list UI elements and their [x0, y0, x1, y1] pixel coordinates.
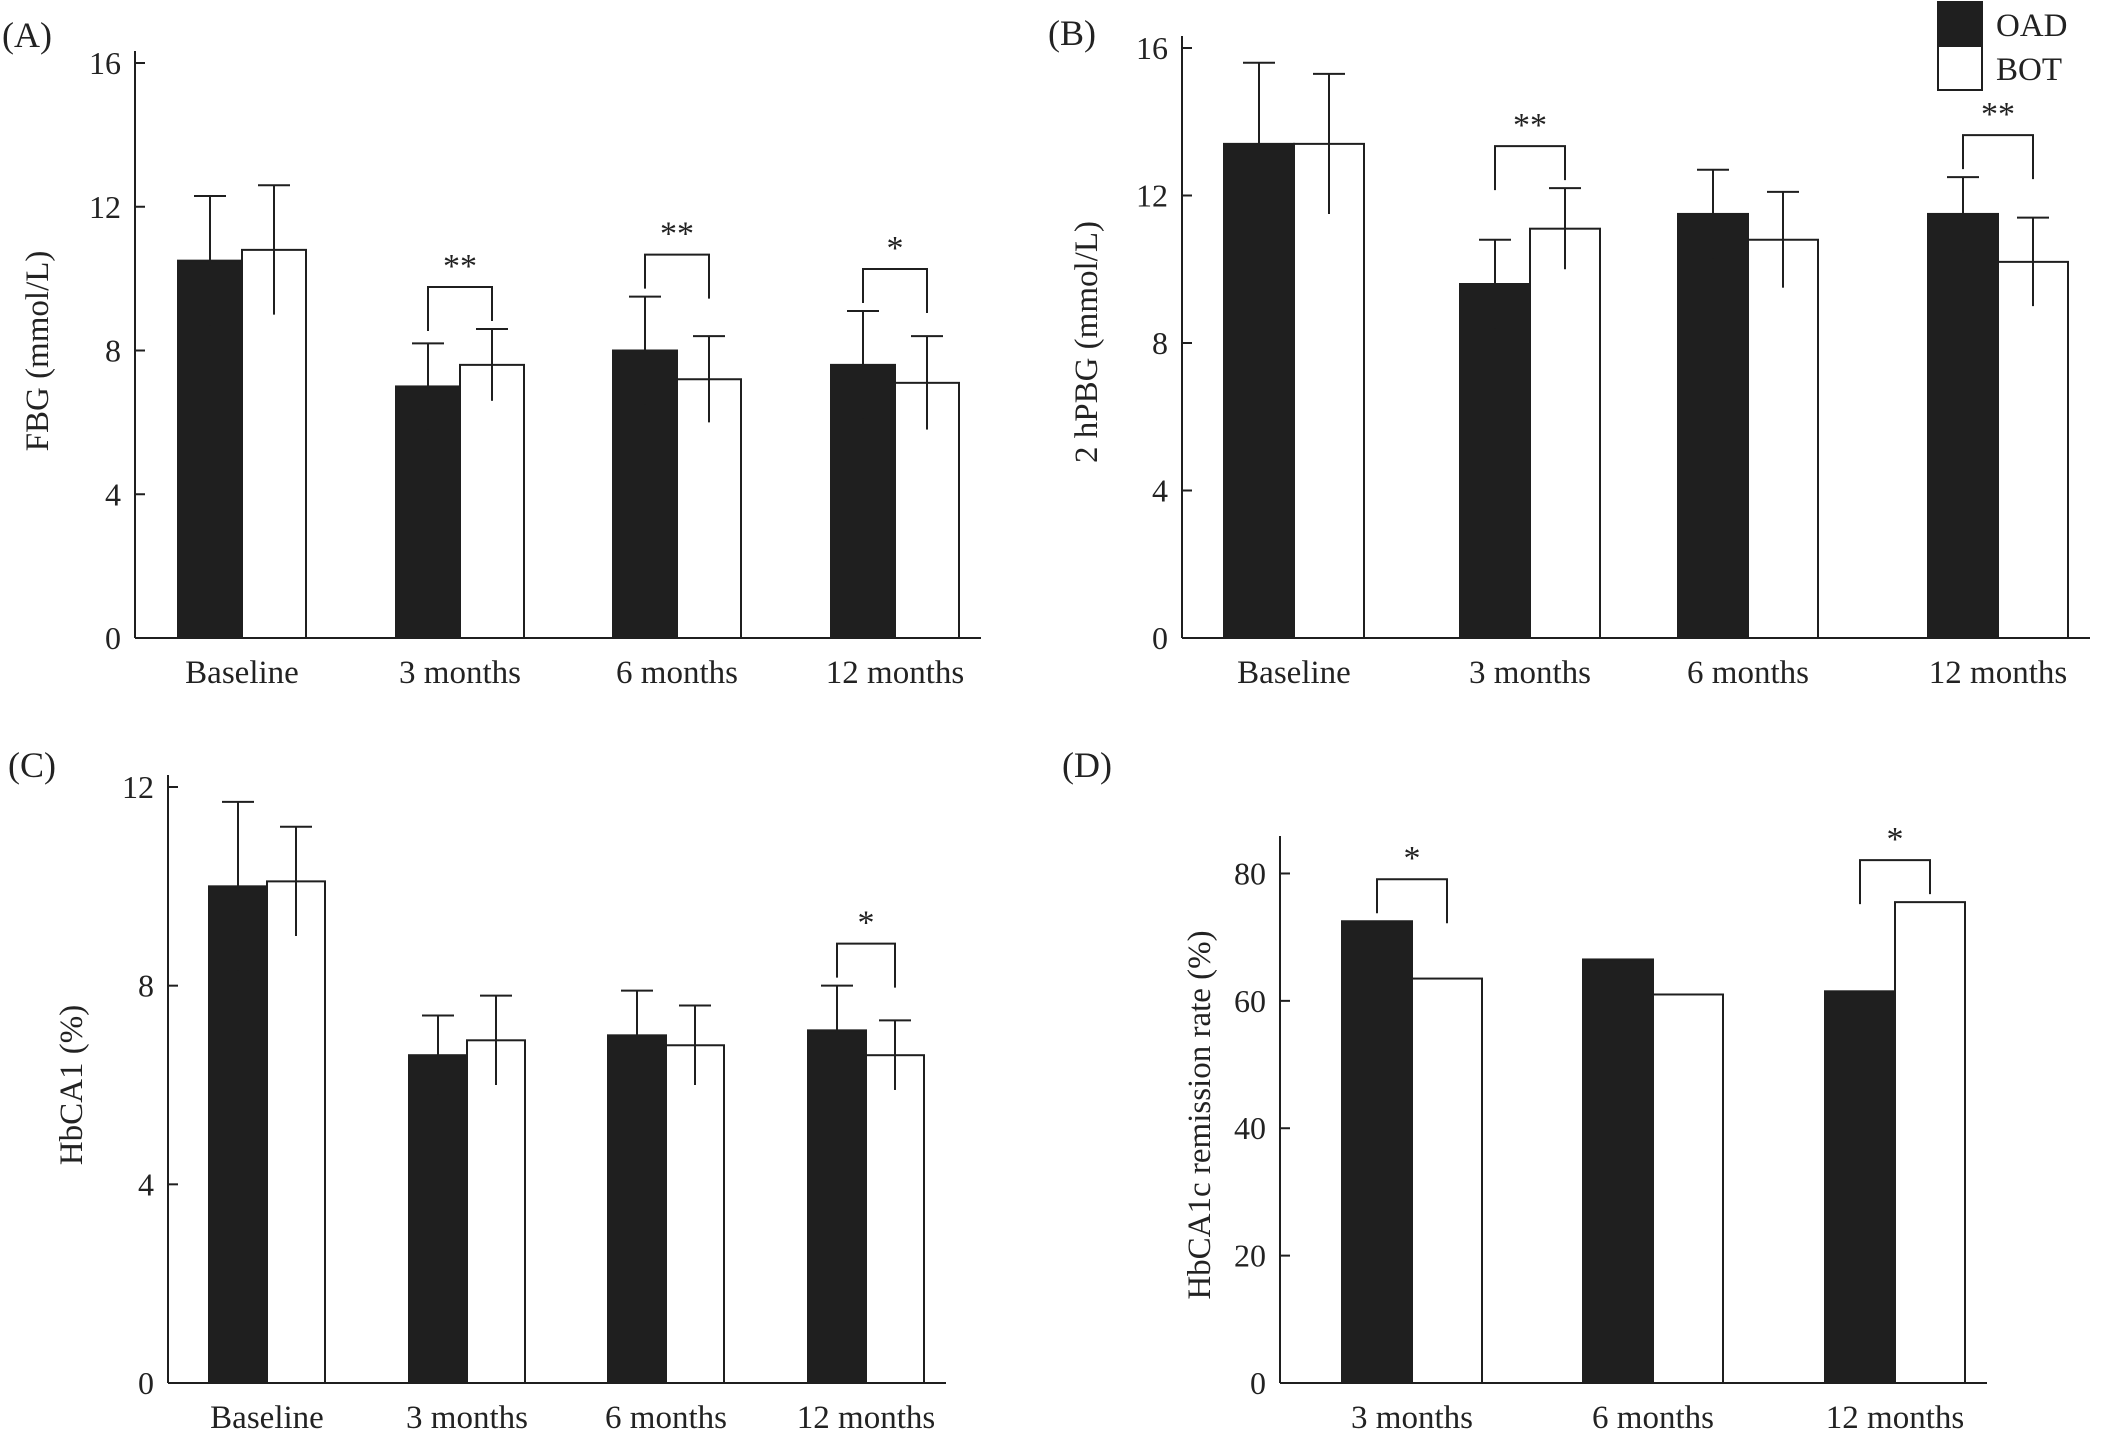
- y-tick-label: 0: [138, 1365, 154, 1401]
- y-tick-label: 8: [1152, 325, 1168, 361]
- significance-bracket: [644, 253, 710, 299]
- bar-bot: [266, 880, 326, 1384]
- x-category-label: 6 months: [1687, 655, 1809, 691]
- significance-bracket: [1376, 878, 1448, 924]
- bar-oad: [1459, 283, 1531, 639]
- y-tick-label: 16: [1136, 30, 1168, 66]
- y-tick-label: 16: [89, 45, 121, 81]
- bar-oad: [1824, 990, 1896, 1385]
- x-category-label: 12 months: [1826, 1400, 1964, 1436]
- bar-oad: [1341, 920, 1413, 1384]
- chart-panel-0: (A) 0 4 8 12 16 FBG (mmol/L) Baseline 3 months 6 …: [2, 15, 981, 691]
- x-category-label: 12 months: [826, 655, 964, 691]
- bar-oad: [807, 1029, 867, 1385]
- significance-label: **: [660, 216, 694, 253]
- chart-panel-3: (D) 0 20 40 60 80 HbCA1c remission rate (%) 3 m…: [1062, 745, 1987, 1436]
- bar-bot: [1411, 977, 1483, 1384]
- significance-bracket: [1494, 145, 1566, 191]
- significance-bracket: [1859, 859, 1931, 905]
- bar-bot: [1293, 142, 1365, 639]
- y-tick-label: 8: [138, 968, 154, 1004]
- panel-label: (C): [8, 745, 56, 785]
- significance-label: *: [1404, 840, 1421, 877]
- y-tick-label: 40: [1234, 1110, 1266, 1146]
- significance-label: *: [858, 905, 875, 942]
- bar-oad: [408, 1054, 468, 1384]
- x-category-label: 3 months: [1351, 1400, 1473, 1436]
- y-tick-label: 0: [105, 620, 121, 656]
- bar-bot: [1747, 238, 1819, 639]
- x-category-label: 3 months: [399, 655, 521, 691]
- bar-bot: [865, 1054, 925, 1384]
- y-tick-label: 20: [1234, 1238, 1266, 1274]
- legend-swatch-bot: [1937, 45, 1983, 91]
- bar-bot: [1997, 260, 2069, 639]
- significance-bracket: [427, 285, 493, 331]
- legend-label-bot: BOT: [1996, 52, 2062, 88]
- y-axis-title: HbCA1 (%): [54, 1005, 90, 1165]
- y-tick-label: 12: [122, 769, 154, 805]
- y-tick-label: 60: [1234, 983, 1266, 1019]
- x-category-label: 12 months: [797, 1400, 935, 1436]
- bar-bot: [459, 363, 525, 639]
- bar-oad: [1677, 212, 1749, 639]
- x-category-label: 6 months: [616, 655, 738, 691]
- significance-label: *: [887, 230, 904, 267]
- panel-label: (A): [2, 15, 52, 55]
- legend-swatch-oad: [1937, 1, 1983, 47]
- bar-bot: [466, 1039, 526, 1385]
- y-tick-label: 4: [1152, 473, 1168, 509]
- x-category-label: 6 months: [1592, 1400, 1714, 1436]
- significance-bracket: [836, 942, 896, 988]
- x-category-label: 3 months: [1469, 655, 1591, 691]
- bar-bot: [1652, 993, 1724, 1384]
- bar-bot: [1529, 227, 1601, 639]
- y-axis-title: 2 hPBG (mmol/L): [1069, 221, 1105, 463]
- panel-label: (D): [1062, 745, 1112, 785]
- y-tick-label: 8: [105, 333, 121, 369]
- y-tick-label: 4: [138, 1166, 154, 1202]
- significance-label: *: [1887, 821, 1904, 858]
- legend-label-oad: OAD: [1996, 8, 2068, 44]
- y-axis-title: FBG (mmol/L): [20, 251, 56, 452]
- y-tick-label: 0: [1152, 620, 1168, 656]
- significance-label: **: [443, 248, 477, 285]
- y-axis-title: HbCA1c remission rate (%): [1182, 930, 1218, 1299]
- chart-panel-1: (B) 0 4 8 12 16 2 hPBG (mmol/L) Baseline 3 month…: [1048, 13, 2090, 691]
- bar-bot: [1894, 901, 1966, 1384]
- significance-bracket: [1962, 134, 2034, 180]
- x-category-label: Baseline: [210, 1400, 324, 1436]
- y-tick-label: 4: [105, 476, 121, 512]
- significance-label: **: [1981, 96, 2015, 133]
- y-tick-label: 0: [1250, 1365, 1266, 1401]
- legend: OAD BOT: [1937, 1, 2068, 91]
- bar-bot: [665, 1044, 725, 1385]
- y-tick-label: 12: [89, 189, 121, 225]
- y-tick-label: 80: [1234, 855, 1266, 891]
- y-tick-label: 12: [1136, 178, 1168, 214]
- significance-label: **: [1513, 107, 1547, 144]
- x-category-label: Baseline: [1237, 655, 1351, 691]
- x-category-label: Baseline: [185, 655, 299, 691]
- x-category-label: 3 months: [406, 1400, 528, 1436]
- significance-bracket: [862, 267, 928, 313]
- chart-panel-2: (C) 0 4 8 12 HbCA1 (%) Baseline 3 months 6 month…: [8, 745, 946, 1436]
- bar-oad: [607, 1034, 667, 1385]
- bar-oad: [1582, 958, 1654, 1384]
- bar-oad: [1927, 212, 1999, 639]
- x-category-label: 12 months: [1929, 655, 2067, 691]
- panel-label: (B): [1048, 13, 1096, 53]
- x-category-label: 6 months: [605, 1400, 727, 1436]
